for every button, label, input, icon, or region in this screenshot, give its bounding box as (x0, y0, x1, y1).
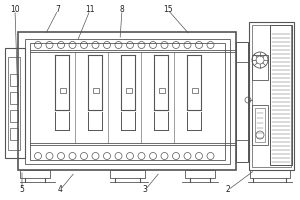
Bar (60, 88, 66, 93)
Bar (252, 55, 268, 80)
Text: 8: 8 (120, 5, 124, 15)
Bar (93, 88, 99, 93)
Bar (252, 25, 291, 167)
Bar (250, 170, 290, 178)
Bar (30, 43, 225, 160)
Text: 5: 5 (20, 186, 24, 194)
Bar (10, 110, 18, 122)
Text: 10: 10 (10, 5, 20, 15)
Bar (255, 108, 265, 142)
Text: 3: 3 (142, 186, 147, 194)
Bar (270, 25, 292, 165)
Bar (18, 32, 236, 170)
Bar (192, 88, 198, 93)
Bar (159, 88, 165, 93)
Bar (249, 22, 294, 170)
Bar (185, 170, 215, 178)
Bar (10, 128, 18, 140)
Bar (10, 92, 18, 104)
Text: 7: 7 (56, 5, 60, 15)
Bar (236, 42, 248, 162)
Bar (252, 105, 268, 145)
Bar (20, 170, 50, 178)
Text: 15: 15 (163, 5, 173, 15)
Bar (5, 48, 25, 158)
Text: 4: 4 (58, 186, 62, 194)
Bar (110, 170, 145, 178)
Bar (8, 57, 20, 150)
Bar (126, 88, 132, 93)
Bar (25, 39, 230, 164)
Text: 11: 11 (85, 5, 95, 15)
Text: 2: 2 (226, 186, 230, 194)
Bar (10, 74, 18, 86)
